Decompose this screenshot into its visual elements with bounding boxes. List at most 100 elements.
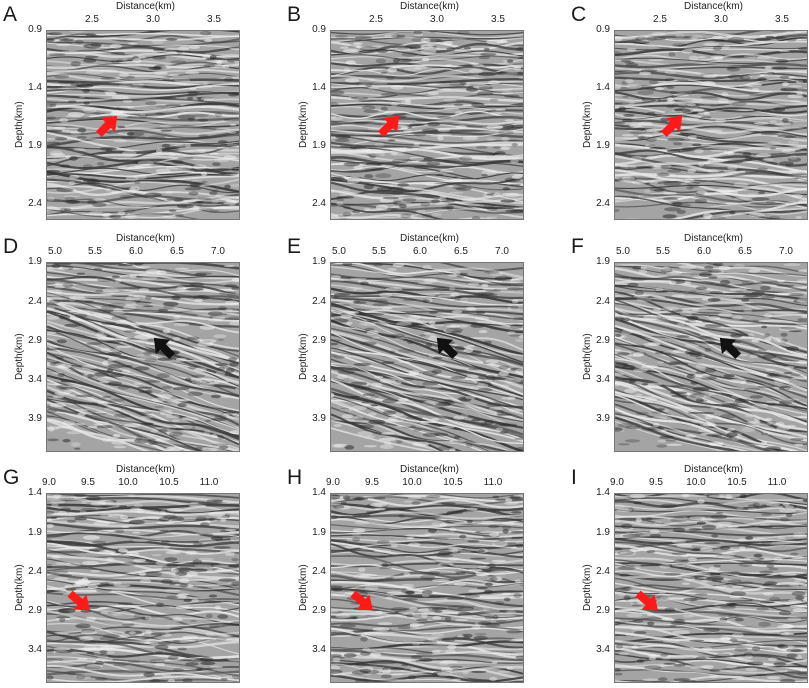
x-tick-label: 3.5 <box>207 14 221 25</box>
y-tick-label: 1.9 <box>28 140 42 151</box>
y-tick-label: 2.4 <box>28 198 42 209</box>
x-tick-label: 9.5 <box>365 477 379 488</box>
x-axis-title: Distance(km) <box>116 233 175 244</box>
panel-i: I Distance(km) 9.0 9.5 10.0 10.5 11.0 1.4 1.9 2.4… <box>568 463 809 688</box>
x-tick-label: 11.0 <box>483 477 503 488</box>
seismic-section <box>614 493 808 683</box>
y-tick-label: 2.9 <box>596 335 610 346</box>
y-tick-label: 2.4 <box>312 198 326 209</box>
y-tick-label: 1.9 <box>596 140 610 151</box>
y-tick-label: 1.4 <box>312 82 326 93</box>
panel-letter: A <box>3 3 18 26</box>
y-tick-label: 3.4 <box>596 374 610 385</box>
y-axis-title: Depth(km) <box>298 564 309 611</box>
x-tick-label: 10.5 <box>159 477 179 488</box>
panel-h: H Distance(km) 9.0 9.5 10.0 10.5 11.0 1.4 1.9 2.4… <box>284 463 529 688</box>
arrow-icon <box>65 587 95 622</box>
x-tick-label: 6.0 <box>129 246 143 257</box>
panel-letter: H <box>287 466 303 489</box>
y-tick-label: 2.4 <box>28 566 42 577</box>
x-tick-label: 6.0 <box>697 246 711 257</box>
x-tick-label: 5.0 <box>332 246 346 257</box>
y-axis-title: Depth(km) <box>14 101 25 148</box>
arrow-icon <box>633 587 663 622</box>
panel-letter: F <box>571 235 584 258</box>
x-tick-label: 10.5 <box>727 477 747 488</box>
seismic-section <box>614 262 808 452</box>
y-tick-label: 3.4 <box>28 374 42 385</box>
y-tick-label: 3.4 <box>596 644 610 655</box>
y-tick-label: 3.9 <box>596 413 610 424</box>
panel-g: G Distance(km) 9.0 9.5 10.0 10.5 11.0 1.4 1.9 2.4… <box>0 463 245 688</box>
arrow-icon <box>348 587 378 622</box>
y-tick-label: 3.4 <box>312 374 326 385</box>
seismic-image <box>331 31 523 219</box>
x-tick-label: 5.5 <box>88 246 102 257</box>
x-tick-label: 11.0 <box>199 477 219 488</box>
y-tick-label: 1.9 <box>312 527 326 538</box>
x-tick-label: 5.0 <box>48 246 62 257</box>
y-tick-label: 3.4 <box>312 644 326 655</box>
x-axis-title: Distance(km) <box>684 464 743 475</box>
y-axis-title: Depth(km) <box>14 564 25 611</box>
y-tick-label: 1.9 <box>28 527 42 538</box>
y-tick-label: 1.4 <box>312 487 326 498</box>
y-tick-label: 1.9 <box>596 256 610 267</box>
x-tick-label: 9.5 <box>649 477 663 488</box>
y-tick-label: 2.4 <box>596 296 610 307</box>
y-tick-label: 2.4 <box>312 566 326 577</box>
y-tick-label: 2.4 <box>596 198 610 209</box>
y-tick-label: 0.9 <box>312 24 326 35</box>
x-tick-label: 10.0 <box>686 477 706 488</box>
x-tick-label: 9.5 <box>81 477 95 488</box>
x-tick-label: 10.0 <box>402 477 422 488</box>
panel-a: A Distance(km) 2.5 3.0 3.5 0.9 1.4 1.9 2.4 Depth(… <box>0 0 245 225</box>
arrow-icon <box>93 110 123 145</box>
y-tick-label: 2.9 <box>312 335 326 346</box>
panel-d: D Distance(km) 5.0 5.5 6.0 6.5 7.0 1.9 2.4 2.9 3.4… <box>0 232 245 457</box>
y-tick-label: 0.9 <box>28 24 42 35</box>
x-tick-label: 10.5 <box>443 477 463 488</box>
seismic-image <box>47 263 239 451</box>
x-tick-label: 3.0 <box>146 14 160 25</box>
y-tick-label: 3.9 <box>312 413 326 424</box>
x-tick-label: 3.5 <box>491 14 505 25</box>
x-tick-label: 10.0 <box>118 477 138 488</box>
seismic-image <box>615 494 807 682</box>
panel-letter: C <box>571 3 587 26</box>
x-axis-title: Distance(km) <box>116 464 175 475</box>
x-tick-label: 2.5 <box>369 14 383 25</box>
panel-letter: E <box>287 235 302 258</box>
seismic-section <box>330 262 524 452</box>
x-tick-label: 3.0 <box>430 14 444 25</box>
y-tick-label: 1.9 <box>312 256 326 267</box>
seismic-section <box>614 30 808 220</box>
x-axis-title: Distance(km) <box>684 233 743 244</box>
x-tick-label: 7.0 <box>779 246 793 257</box>
seismic-section <box>46 30 240 220</box>
x-axis-title: Distance(km) <box>400 464 459 475</box>
seismic-image <box>331 494 523 682</box>
y-tick-label: 1.4 <box>596 487 610 498</box>
x-tick-label: 5.5 <box>656 246 670 257</box>
x-tick-label: 7.0 <box>211 246 225 257</box>
y-tick-label: 2.4 <box>596 566 610 577</box>
seismic-section <box>46 493 240 683</box>
y-tick-label: 1.9 <box>312 140 326 151</box>
x-axis-title: Distance(km) <box>116 1 175 12</box>
x-tick-label: 2.5 <box>85 14 99 25</box>
x-axis-title: Distance(km) <box>400 233 459 244</box>
arrow-icon <box>375 110 405 145</box>
panel-f: F Distance(km) 5.0 5.5 6.0 6.5 7.0 1.9 2.4 2.9 3.4… <box>568 232 809 457</box>
y-tick-label: 0.9 <box>596 24 610 35</box>
x-tick-label: 9.0 <box>42 477 56 488</box>
arrow-icon <box>658 110 688 145</box>
y-tick-label: 1.4 <box>28 82 42 93</box>
panel-e: E Distance(km) 5.0 5.5 6.0 6.5 7.0 1.9 2.4 2.9 3.4… <box>284 232 529 457</box>
x-axis-title: Distance(km) <box>684 1 743 12</box>
y-axis-title: Depth(km) <box>582 101 593 148</box>
seismic-section <box>330 493 524 683</box>
x-tick-label: 9.0 <box>326 477 340 488</box>
x-tick-label: 3.5 <box>775 14 789 25</box>
seismic-image <box>47 31 239 219</box>
